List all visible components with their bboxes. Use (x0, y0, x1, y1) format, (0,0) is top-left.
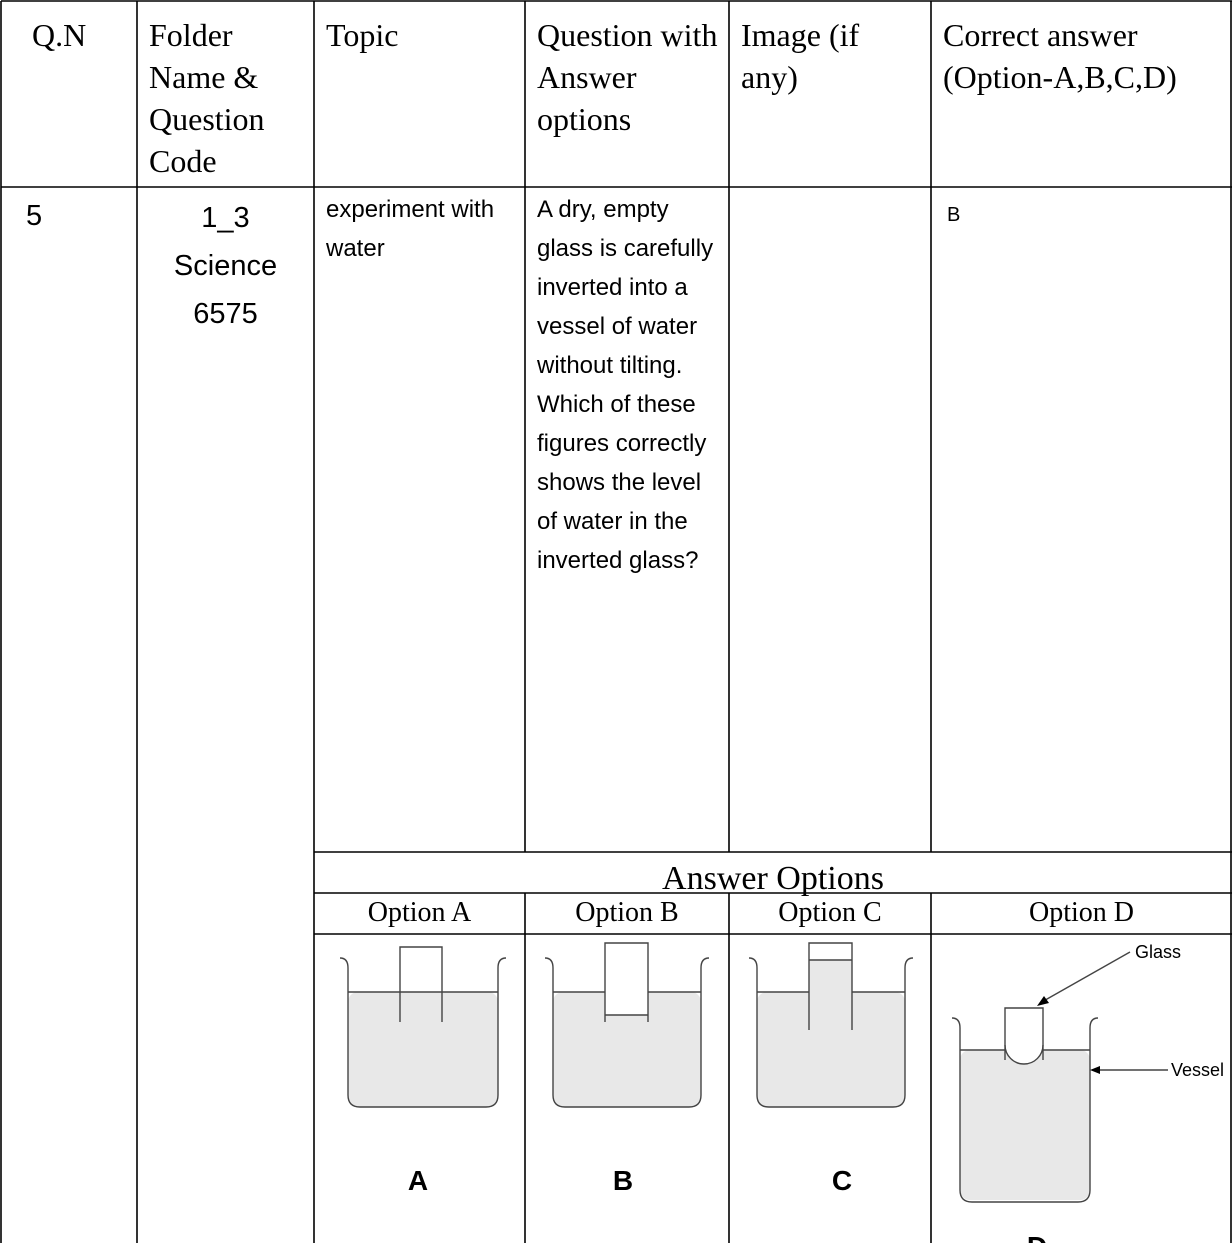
annotation: Glass (1135, 942, 1181, 962)
option-label: Option D (1029, 897, 1134, 928)
glass (808, 942, 853, 1030)
glass-water (809, 960, 852, 993)
question-text: A dry, empty glass is carefully inverted… (537, 196, 714, 574)
folder-code: 1_3 Science 6575 (137, 194, 314, 338)
header-cell: Folder Name & Question Code (149, 17, 265, 179)
annotation: Vessel (1171, 1060, 1224, 1080)
vessel (339, 957, 507, 1108)
glass-meniscus (1004, 1044, 1044, 1065)
arrowhead (1037, 996, 1049, 1006)
figure-d: Glass Vessel D (951, 942, 1224, 1243)
header-cell: Image (if any) (741, 17, 860, 95)
glass (1004, 1007, 1044, 1060)
option-label: Option A (367, 897, 472, 928)
figure-label: A (408, 1165, 428, 1196)
question-number: 5 (26, 200, 43, 232)
air (605, 991, 648, 1015)
header-cell: Q.N (32, 17, 87, 53)
arrowhead (1090, 1066, 1100, 1074)
header-cell: Topic (326, 17, 399, 53)
water (553, 992, 701, 1107)
header-cell: Correct answer (Option-A,B,C,D) (943, 17, 1177, 95)
arrow (1039, 951, 1131, 1004)
glass (399, 946, 443, 1022)
header-cell: Question with Answer options (537, 17, 718, 137)
figure-a: A (339, 946, 507, 1196)
figure-c: C (748, 942, 914, 1196)
glass (604, 942, 649, 1022)
water (960, 1050, 1090, 1200)
figure-label: B (613, 1165, 633, 1196)
folder-line: 6575 (193, 298, 258, 330)
option-label: Option C (778, 897, 882, 928)
answer-options-title: Answer Options (662, 860, 884, 897)
vessel (748, 957, 914, 1108)
folder-line: 1_3 (201, 202, 250, 234)
option-label: Option B (575, 897, 679, 928)
figure-b: B (544, 942, 710, 1196)
vessel (951, 1017, 1099, 1203)
figure-label: C (832, 1165, 852, 1196)
water (348, 992, 498, 1107)
folder-line: Science (173, 250, 278, 282)
vessel (544, 957, 710, 1108)
figure-label: D (1027, 1231, 1047, 1243)
air (1005, 1045, 1043, 1064)
topic: experiment with water (326, 196, 495, 262)
water (757, 992, 905, 1107)
correct-answer: B (947, 204, 961, 226)
